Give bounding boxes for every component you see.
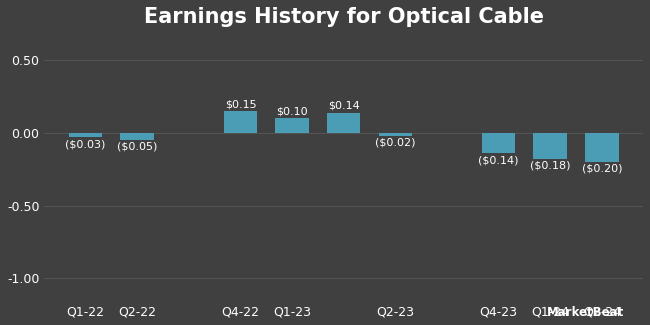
Bar	[69, 133, 102, 137]
Text: ($0.03): ($0.03)	[66, 139, 106, 149]
Title: Earnings History for Optical Cable: Earnings History for Optical Cable	[144, 7, 543, 27]
Bar	[585, 133, 619, 162]
Text: ($0.02): ($0.02)	[375, 137, 415, 148]
Text: ($0.14): ($0.14)	[478, 155, 519, 165]
Bar	[276, 118, 309, 133]
Text: $0.15: $0.15	[225, 99, 256, 110]
Text: MarketBeat: MarketBeat	[547, 306, 624, 318]
Text: $0.14: $0.14	[328, 101, 359, 111]
Text: ($0.18): ($0.18)	[530, 161, 571, 171]
Bar	[327, 112, 361, 133]
Bar	[120, 133, 154, 140]
Text: $0.10: $0.10	[276, 107, 308, 117]
Text: ($0.05): ($0.05)	[117, 142, 157, 152]
Bar	[534, 133, 567, 159]
Bar	[378, 133, 412, 136]
Bar	[224, 111, 257, 133]
Bar	[482, 133, 515, 153]
Text: ($0.20): ($0.20)	[582, 164, 622, 174]
